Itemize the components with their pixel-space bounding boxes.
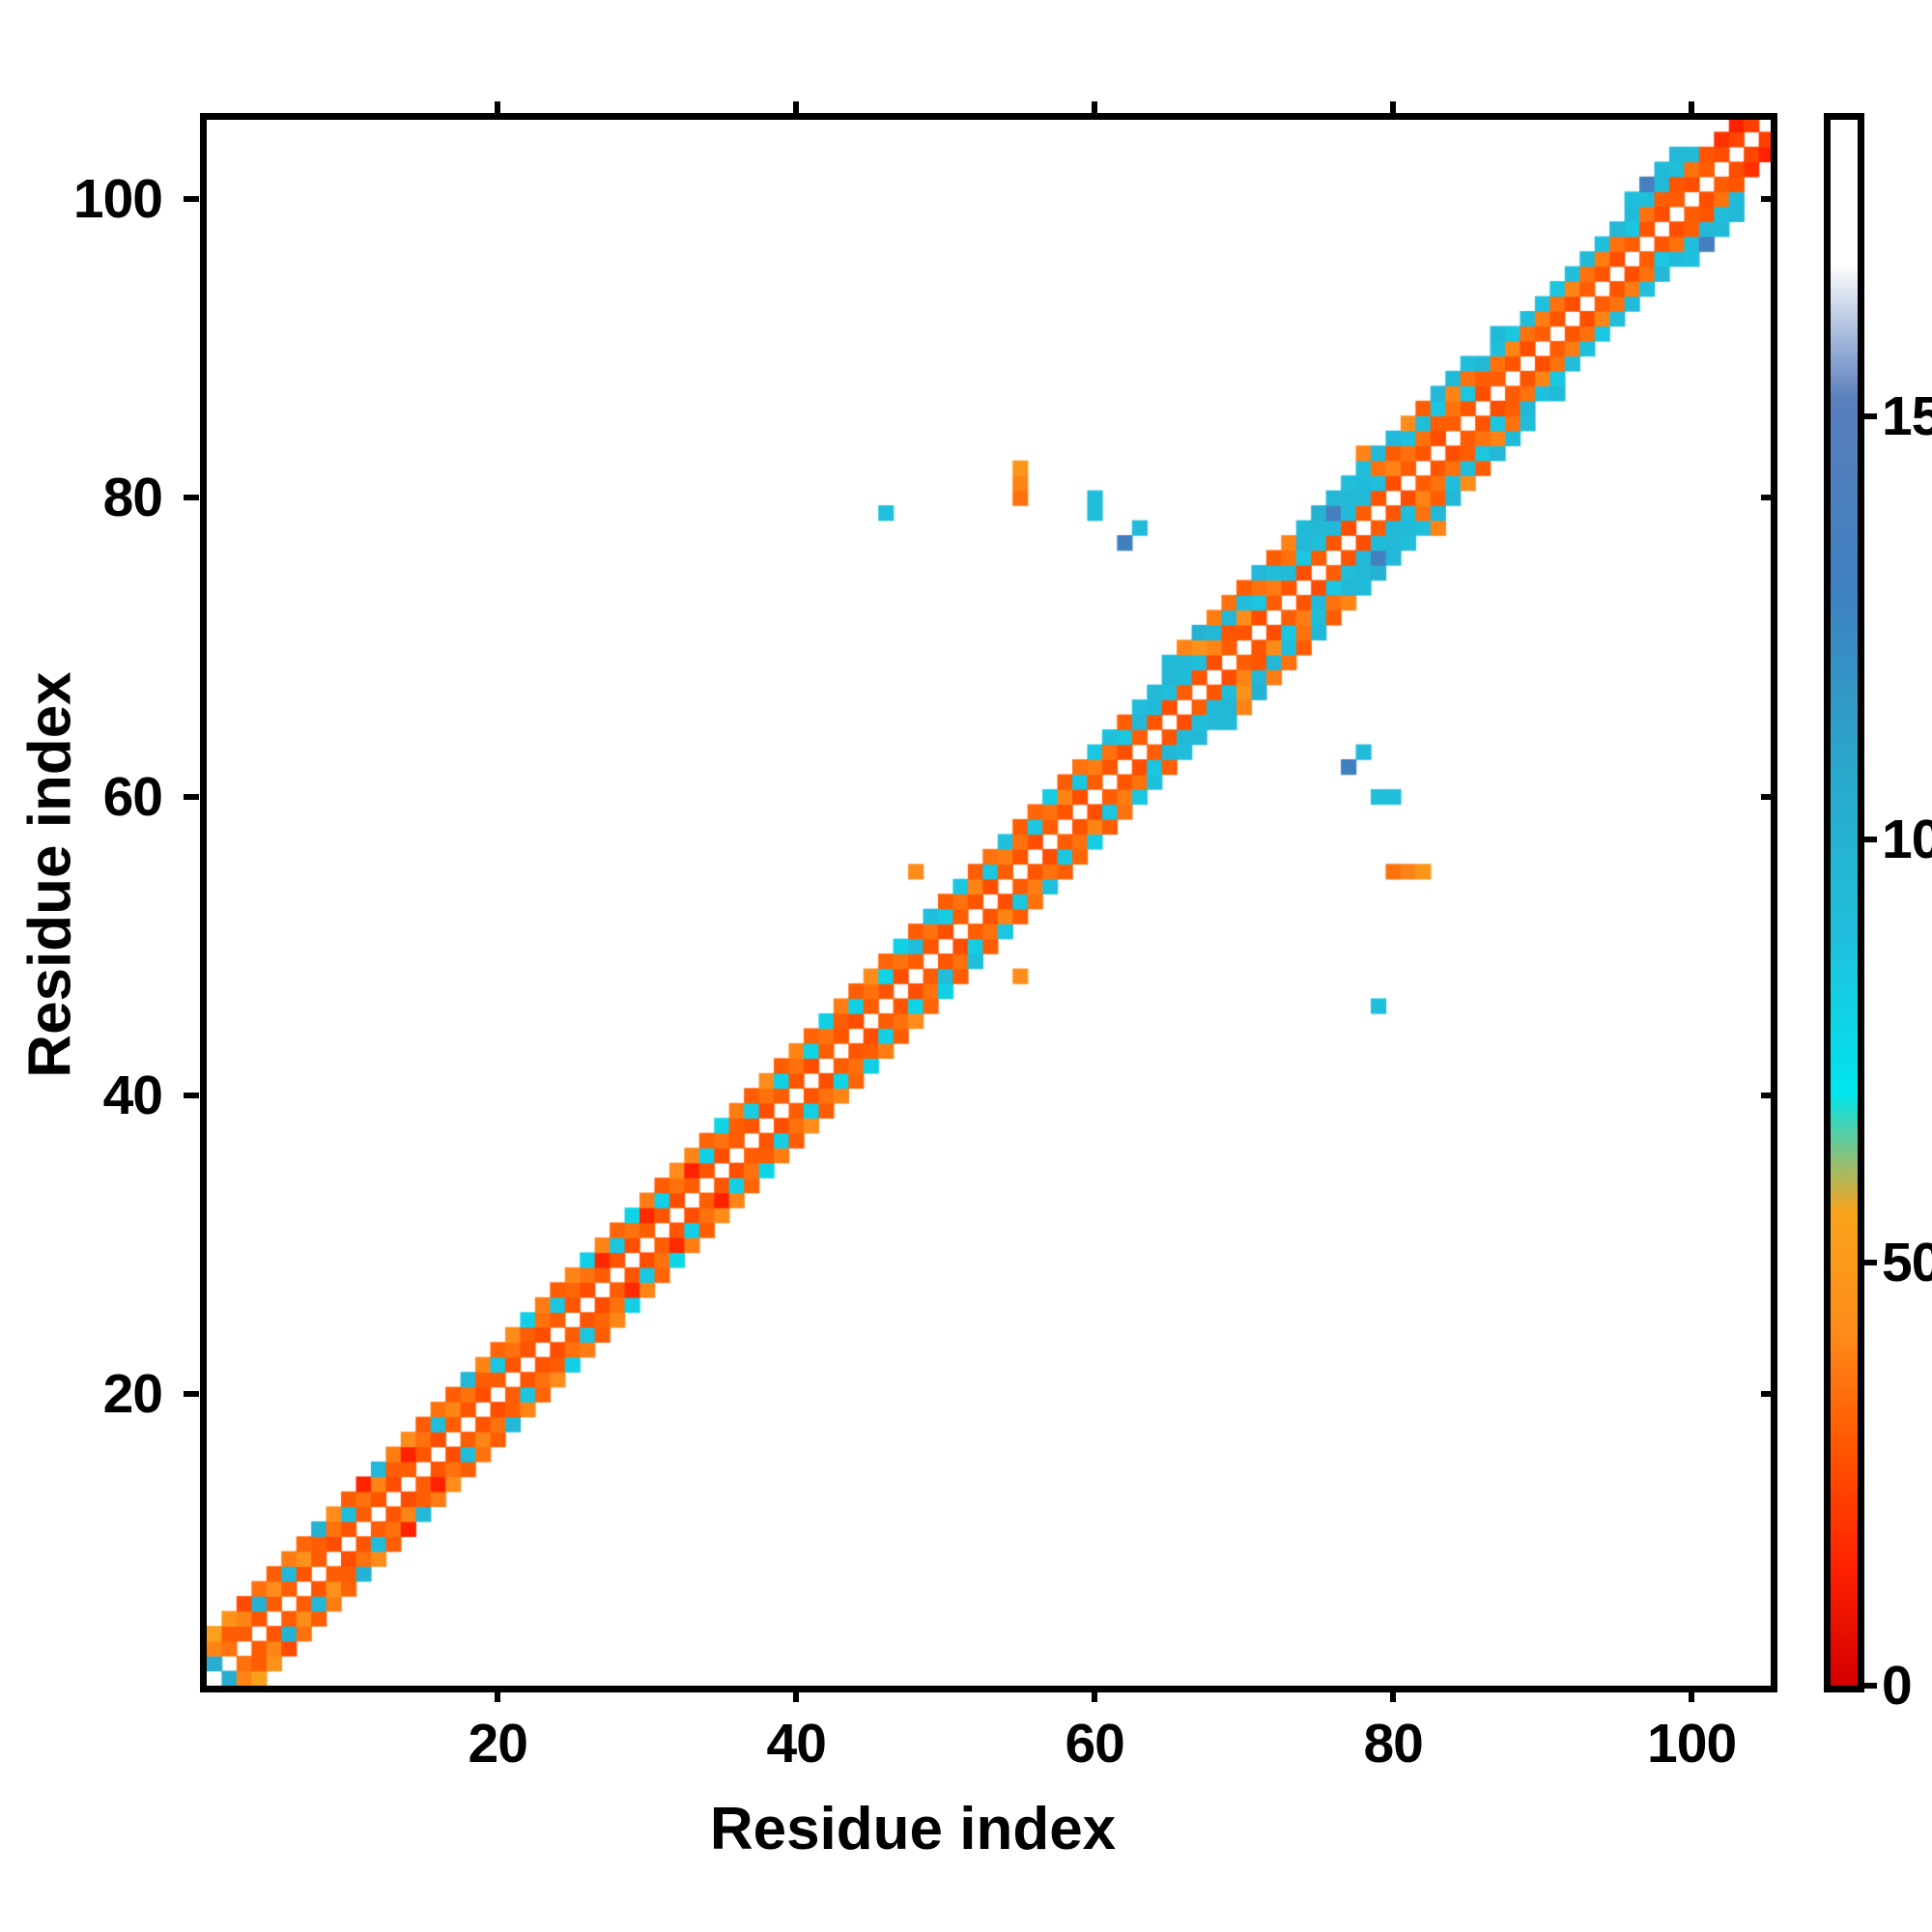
y-axis-label: Residue index — [16, 671, 84, 1078]
y-tick-label: 100 — [72, 167, 163, 230]
colorbar-tick — [1861, 412, 1877, 419]
x-tick-top — [1390, 101, 1397, 117]
y-tick-left — [184, 195, 199, 202]
y-tick — [1761, 195, 1777, 202]
x-tick — [1092, 1686, 1098, 1702]
x-tick-label: 100 — [1647, 1713, 1737, 1775]
colorbar-tick-label: 0 — [1882, 1655, 1913, 1717]
colorbar-tick — [1861, 1683, 1877, 1689]
colorbar-tick — [1861, 1259, 1877, 1265]
y-tick-label: 80 — [102, 467, 163, 529]
x-tick-label: 40 — [766, 1713, 827, 1775]
y-tick-label: 40 — [102, 1065, 163, 1127]
x-tick — [1689, 1686, 1695, 1702]
x-tick — [793, 1686, 800, 1702]
x-tick-label: 80 — [1363, 1713, 1423, 1775]
x-tick-top — [793, 101, 800, 117]
y-tick — [1761, 495, 1777, 501]
x-tick-label: 60 — [1065, 1713, 1124, 1775]
x-tick — [1390, 1686, 1397, 1702]
colorbar-gradient — [1831, 120, 1858, 1686]
x-tick-label: 20 — [468, 1713, 528, 1775]
colorbar-border — [1824, 113, 1864, 1692]
x-axis-label: Residue index — [709, 1796, 1117, 1862]
y-tick — [1761, 1093, 1777, 1099]
x-tick-top — [1092, 101, 1098, 117]
y-tick-left — [184, 1093, 199, 1099]
x-tick — [495, 1686, 501, 1702]
y-tick-left — [184, 793, 199, 800]
y-tick — [1761, 1391, 1777, 1398]
colorbar-tick-label: 100 — [1882, 808, 1932, 870]
colorbar-tick — [1861, 836, 1877, 842]
x-tick-top — [1689, 101, 1695, 117]
y-tick-left — [184, 1391, 199, 1398]
colorbar — [1824, 113, 1864, 1692]
contact-map-canvas — [207, 120, 1771, 1686]
colorbar-tick-label: 150 — [1882, 384, 1932, 447]
colorbar-tick-label: 50 — [1882, 1231, 1932, 1293]
y-tick-left — [184, 495, 199, 501]
y-tick — [1761, 793, 1777, 800]
x-tick-top — [495, 101, 501, 117]
y-tick-label: 20 — [102, 1363, 163, 1426]
y-tick-label: 60 — [102, 765, 163, 828]
heatmap-plot-area — [200, 113, 1777, 1692]
